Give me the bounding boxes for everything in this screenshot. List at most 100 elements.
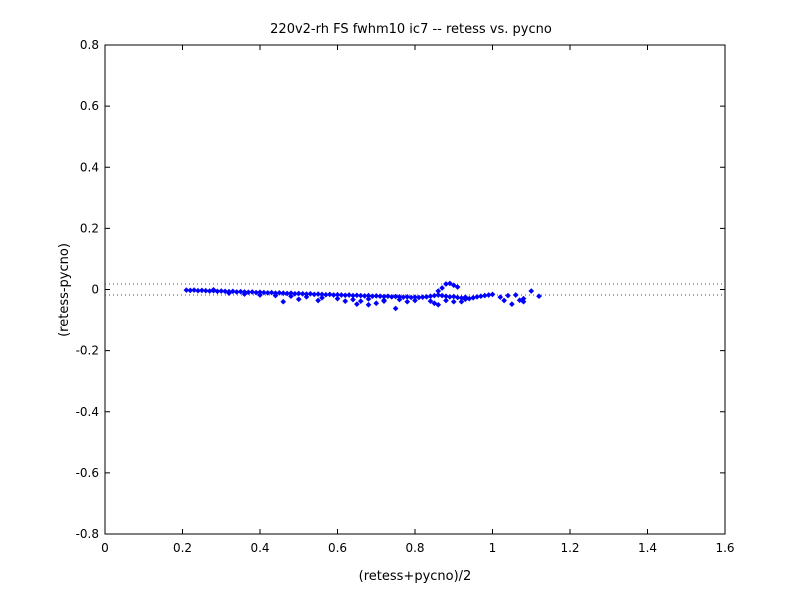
- data-point: [241, 291, 248, 297]
- data-point: [315, 297, 321, 304]
- data-point: [377, 293, 383, 300]
- data-point: [295, 296, 302, 303]
- data-point: [454, 294, 461, 301]
- data-point: [257, 292, 263, 298]
- data-point: [354, 301, 360, 307]
- chart-title: 220v2-rh FS fwhm10 ic7 -- retess vs. pyc…: [270, 22, 552, 37]
- x-tick-label: 1.2: [560, 541, 579, 555]
- data-points: [183, 280, 542, 312]
- data-point: [346, 292, 352, 298]
- data-point: [454, 284, 461, 290]
- data-point: [261, 289, 267, 296]
- data-point: [191, 287, 197, 293]
- data-point: [450, 298, 457, 305]
- data-point: [412, 297, 418, 304]
- data-point: [342, 298, 349, 304]
- x-tick-label: 1: [489, 541, 497, 555]
- x-tick-label: 0.2: [173, 541, 192, 555]
- data-point: [226, 290, 232, 296]
- data-point: [230, 288, 236, 295]
- data-point: [439, 292, 445, 299]
- data-point: [381, 298, 387, 304]
- data-point: [435, 288, 442, 294]
- x-axis-ticks: 0 0.2 0.4 0.6 0.8 1 1.2 1.4 1.6: [101, 45, 735, 555]
- data-point: [512, 292, 519, 298]
- y-tick-label: -0.6: [76, 466, 99, 480]
- data-point: [365, 301, 372, 308]
- x-tick-label: 1.6: [715, 541, 734, 555]
- data-point: [280, 298, 287, 305]
- data-point: [427, 298, 434, 304]
- data-point: [354, 292, 360, 299]
- x-tick-label: 1.4: [638, 541, 657, 555]
- data-point: [276, 290, 283, 296]
- y-tick-label: 0.8: [80, 38, 99, 52]
- data-point: [357, 292, 364, 299]
- y-tick-label: 0.6: [80, 99, 99, 113]
- data-point: [315, 291, 321, 297]
- data-point: [385, 293, 391, 300]
- data-point: [183, 287, 190, 293]
- data-point: [373, 293, 380, 299]
- y-tick-label: 0.4: [80, 160, 99, 174]
- x-tick-label: 0.8: [405, 541, 424, 555]
- data-point: [295, 290, 302, 297]
- x-tick-label: 0: [101, 541, 109, 555]
- y-axis-label: (retess-pycno): [57, 243, 72, 337]
- data-point: [450, 282, 457, 289]
- data-point: [392, 305, 399, 312]
- data-point: [199, 287, 205, 294]
- x-tick-label: 0.6: [328, 541, 347, 555]
- y-axis-ticks: 0.8 0.6 0.4 0.2 0 -0.2 -0.4 -0.6 -0.8: [76, 38, 725, 541]
- data-point: [319, 294, 325, 301]
- data-point: [222, 288, 228, 295]
- data-point: [497, 294, 504, 300]
- data-point: [516, 297, 523, 304]
- data-point: [505, 292, 511, 299]
- y-tick-label: -0.8: [76, 527, 99, 541]
- data-point: [373, 300, 380, 307]
- data-point: [404, 298, 411, 305]
- data-point: [443, 297, 449, 304]
- data-point: [501, 297, 507, 304]
- data-point: [528, 288, 535, 294]
- data-point: [326, 291, 333, 298]
- data-point: [334, 295, 341, 302]
- y-tick-label: -0.2: [76, 344, 99, 358]
- data-point: [365, 296, 372, 302]
- data-point: [303, 294, 310, 300]
- data-point: [237, 288, 244, 295]
- data-point: [431, 300, 438, 307]
- data-point: [268, 289, 275, 296]
- data-point: [307, 290, 314, 297]
- data-point: [396, 296, 403, 303]
- data-point: [489, 291, 496, 298]
- data-point: [447, 280, 453, 287]
- data-point: [435, 292, 442, 298]
- data-point: [458, 298, 465, 305]
- data-point: [280, 290, 287, 296]
- data-point: [392, 293, 399, 300]
- x-tick-label: 0.4: [250, 541, 269, 555]
- data-point: [249, 289, 256, 295]
- x-axis-label: (retess+pycno)/2: [359, 569, 472, 584]
- data-point: [520, 298, 527, 305]
- data-point: [210, 286, 217, 293]
- data-point: [509, 301, 515, 307]
- data-point: [272, 292, 279, 299]
- data-point: [202, 287, 209, 294]
- data-point: [357, 298, 364, 304]
- data-point: [462, 296, 469, 303]
- data-point: [439, 285, 445, 291]
- data-point: [299, 290, 306, 297]
- data-point: [435, 301, 442, 308]
- data-point: [338, 292, 345, 298]
- y-tick-label: -0.4: [76, 405, 99, 419]
- data-point: [288, 293, 294, 300]
- data-point: [536, 293, 542, 300]
- data-point: [218, 288, 225, 294]
- y-tick-label: 0: [91, 283, 99, 297]
- data-point: [350, 296, 356, 303]
- reference-lines: [105, 283, 725, 296]
